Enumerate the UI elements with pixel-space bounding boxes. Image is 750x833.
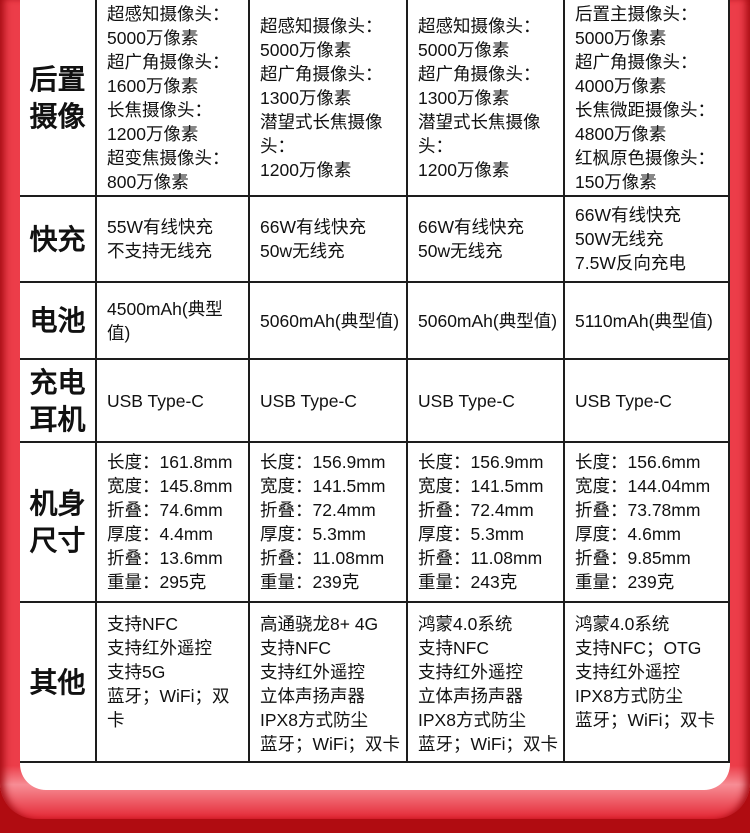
row-header-other: 其他 bbox=[20, 603, 97, 763]
spec-cell: 4500mAh(典型值) bbox=[97, 283, 250, 360]
spec-cell: 长度：156.9mm 宽度：141.5mm 折叠：72.4mm 厚度：5.3mm… bbox=[250, 443, 408, 603]
row-header-battery: 电池 bbox=[20, 283, 97, 360]
spec-cell: 长度：156.9mm 宽度：141.5mm 折叠：72.4mm 厚度：5.3mm… bbox=[408, 443, 565, 603]
spec-cell: 超感知摄像头： 5000万像素 超广角摄像头： 1300万像素 潜望式长焦摄像头… bbox=[250, 0, 408, 197]
row-header-fast-charge: 快充 bbox=[20, 197, 97, 283]
spec-cell: 超感知摄像头： 5000万像素 超广角摄像头： 1300万像素 潜望式长焦摄像头… bbox=[408, 0, 565, 197]
spec-cell: 长度：156.6mm 宽度：144.04mm 折叠：73.78mm 厚度：4.6… bbox=[565, 443, 730, 603]
row-header-dimensions: 机身 尺寸 bbox=[20, 443, 97, 603]
spec-cell: 后置主摄像头： 5000万像素 超广角摄像头： 4000万像素 长焦微距摄像头：… bbox=[565, 0, 730, 197]
spec-comparison-table: 后置 摄像 超感知摄像头： 5000万像素 超广角摄像头： 1600万像素 长焦… bbox=[20, 0, 730, 763]
spec-cell: 66W有线快充 50W无线充 7.5W反向充电 bbox=[565, 197, 730, 283]
spec-cell: 5110mAh(典型值) bbox=[565, 283, 730, 360]
spec-cell: USB Type-C bbox=[250, 360, 408, 443]
spec-cell: 鸿蒙4.0系统 支持NFC 支持红外遥控 立体声扬声器 IPX8方式防尘 蓝牙；… bbox=[408, 603, 565, 763]
spec-cell: USB Type-C bbox=[408, 360, 565, 443]
spec-cell: USB Type-C bbox=[565, 360, 730, 443]
spec-card: 后置 摄像 超感知摄像头： 5000万像素 超广角摄像头： 1600万像素 长焦… bbox=[20, 0, 730, 790]
spec-cell: 长度：161.8mm 宽度：145.8mm 折叠：74.6mm 厚度：4.4mm… bbox=[97, 443, 250, 603]
spec-cell: USB Type-C bbox=[97, 360, 250, 443]
spec-cell: 超感知摄像头： 5000万像素 超广角摄像头： 1600万像素 长焦摄像头： 1… bbox=[97, 0, 250, 197]
spec-cell: 5060mAh(典型值) bbox=[408, 283, 565, 360]
spec-cell: 支持NFC 支持红外遥控 支持5G 蓝牙；WiFi；双卡 bbox=[97, 603, 250, 763]
spec-cell: 鸿蒙4.0系统 支持NFC；OTG 支持红外遥控 IPX8方式防尘 蓝牙；WiF… bbox=[565, 603, 730, 763]
row-header-charging-earphone: 充电 耳机 bbox=[20, 360, 97, 443]
spec-cell: 高通骁龙8+ 4G 支持NFC 支持红外遥控 立体声扬声器 IPX8方式防尘 蓝… bbox=[250, 603, 408, 763]
spec-cell: 5060mAh(典型值) bbox=[250, 283, 408, 360]
spec-cell: 66W有线快充 50w无线充 bbox=[408, 197, 565, 283]
spec-cell: 66W有线快充 50w无线充 bbox=[250, 197, 408, 283]
row-header-rear-camera: 后置 摄像 bbox=[20, 0, 97, 197]
spec-cell: 55W有线快充 不支持无线充 bbox=[97, 197, 250, 283]
